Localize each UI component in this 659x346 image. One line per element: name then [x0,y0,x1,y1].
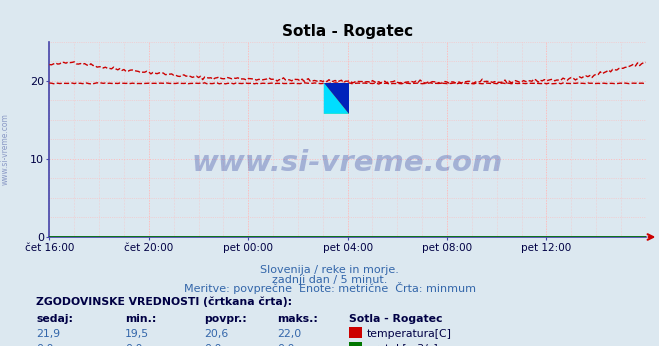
Text: www.si-vreme.com: www.si-vreme.com [192,149,503,177]
Text: maks.:: maks.: [277,314,318,324]
Polygon shape [324,83,349,114]
Polygon shape [324,83,349,114]
Text: temperatura[C]: temperatura[C] [367,329,452,339]
FancyBboxPatch shape [324,83,349,114]
Text: Slovenija / reke in morje.: Slovenija / reke in morje. [260,265,399,275]
Title: Sotla - Rogatec: Sotla - Rogatec [282,24,413,39]
Text: 21,9: 21,9 [36,329,61,339]
Text: min.:: min.: [125,314,157,324]
Text: 20,6: 20,6 [204,329,229,339]
Text: 0,0: 0,0 [125,344,143,346]
Text: 0,0: 0,0 [36,344,54,346]
Text: 0,0: 0,0 [277,344,295,346]
Text: pretok[m3/s]: pretok[m3/s] [367,344,438,346]
Text: 19,5: 19,5 [125,329,150,339]
Text: zadnji dan / 5 minut.: zadnji dan / 5 minut. [272,275,387,285]
Text: ZGODOVINSKE VREDNOSTI (črtkana črta):: ZGODOVINSKE VREDNOSTI (črtkana črta): [36,297,293,307]
Text: Sotla - Rogatec: Sotla - Rogatec [349,314,443,324]
Text: povpr.:: povpr.: [204,314,247,324]
Text: sedaj:: sedaj: [36,314,73,324]
Text: www.si-vreme.com: www.si-vreme.com [1,113,10,185]
Text: Meritve: povprečne  Enote: metrične  Črta: minmum: Meritve: povprečne Enote: metrične Črta:… [183,282,476,294]
Text: 0,0: 0,0 [204,344,222,346]
Text: 22,0: 22,0 [277,329,301,339]
